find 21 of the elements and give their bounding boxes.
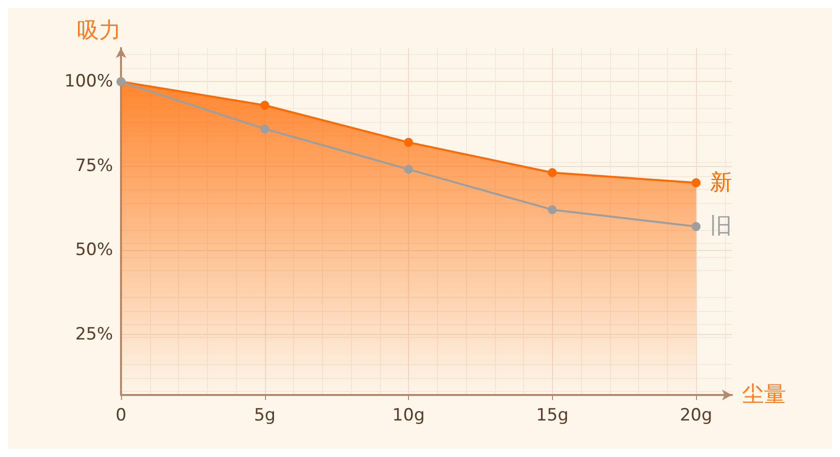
point bbox=[692, 222, 701, 232]
y-tick-label: 100% bbox=[64, 72, 113, 92]
y-tick-label: 75% bbox=[75, 156, 113, 176]
series-label: 旧 bbox=[710, 214, 732, 240]
point bbox=[404, 164, 414, 174]
x-tick-label: 10g bbox=[392, 406, 425, 426]
series-label: 新 bbox=[710, 170, 732, 196]
point bbox=[260, 100, 270, 110]
point bbox=[548, 205, 557, 214]
point bbox=[548, 168, 557, 178]
y-tick-label: 50% bbox=[75, 240, 113, 260]
point bbox=[692, 178, 701, 188]
x-tick-label: 20g bbox=[680, 406, 712, 426]
x-tick-label: 5g bbox=[254, 406, 276, 426]
x-tick-label: 0 bbox=[116, 406, 126, 426]
y-tick-label: 25% bbox=[75, 324, 113, 344]
point bbox=[260, 124, 270, 134]
x-axis-title: 尘量 bbox=[742, 382, 786, 408]
y-axis-title: 吸力 bbox=[77, 18, 121, 44]
x-tick-label: 15g bbox=[536, 406, 569, 426]
point bbox=[404, 138, 414, 147]
